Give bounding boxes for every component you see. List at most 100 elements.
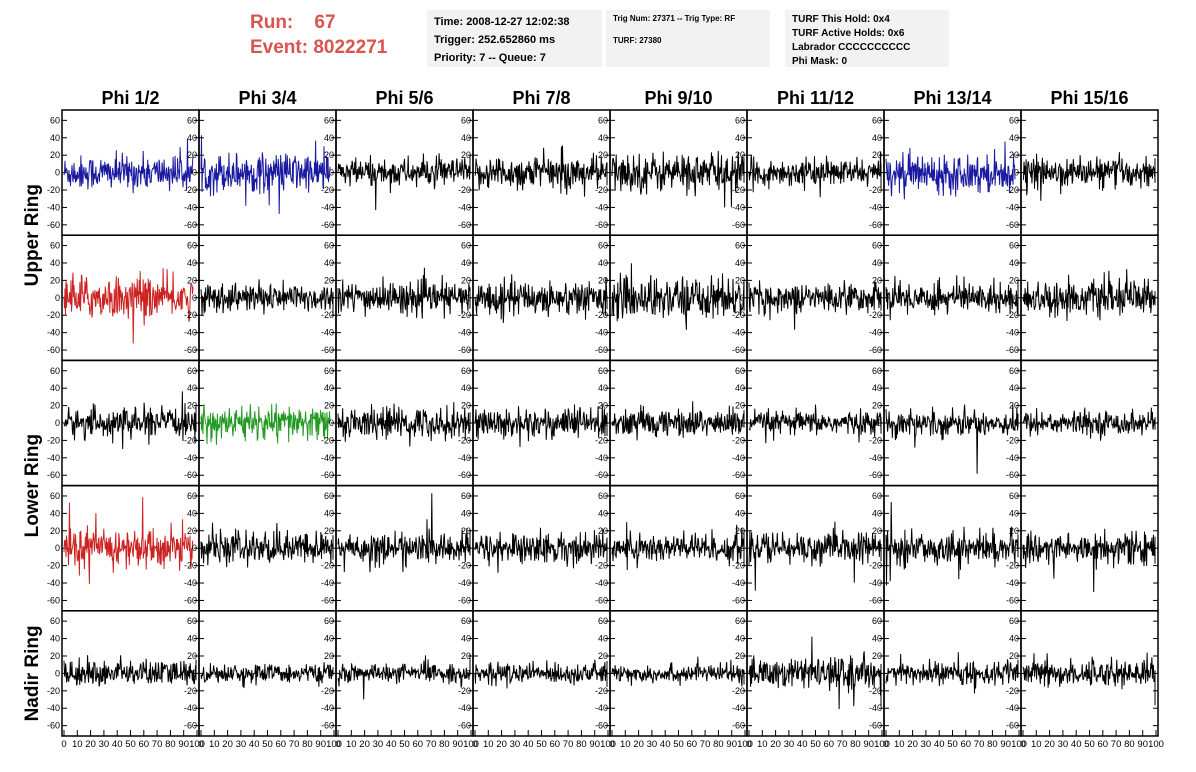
y-tick-label: 60 [461, 366, 471, 376]
y-tick-label: -20 [47, 435, 60, 445]
x-tick-label: 90 [315, 739, 326, 750]
y-tick-label: 20 [324, 150, 334, 160]
x-tick-label: 100 [1011, 739, 1027, 750]
x-tick-label: 70 [974, 739, 985, 750]
y-tick-label: -20 [321, 310, 334, 320]
y-tick-label: 60 [872, 241, 882, 251]
y-tick-label: -40 [184, 578, 197, 588]
y-tick-label: -60 [184, 595, 197, 605]
y-tick-label: 20 [735, 401, 745, 411]
y-tick-label: 20 [187, 150, 197, 160]
y-tick-label: 40 [324, 634, 334, 644]
y-tick-label: 40 [461, 133, 471, 143]
y-tick-label: -20 [869, 435, 882, 445]
y-tick-label: -40 [458, 202, 471, 212]
y-tick-label: -60 [458, 220, 471, 230]
panel-r1-c4: -60 -40 -20 0 20 40 60 [458, 109, 611, 236]
y-tick-label: -40 [869, 202, 882, 212]
y-tick-label: 0 [740, 418, 745, 428]
x-tick-label: 70 [426, 739, 437, 750]
x-tick-label: 100 [326, 739, 342, 750]
y-tick-label: 0 [603, 668, 608, 678]
run-label: Run: [250, 12, 294, 33]
y-tick-label: 40 [872, 133, 882, 143]
panel-r4-c8: -60 -40 -20 0 20 40 60 [1006, 484, 1159, 612]
y-tick-label: -20 [458, 310, 471, 320]
x-tick-label: 50 [1084, 739, 1095, 750]
y-tick-label: -20 [458, 686, 471, 696]
y-tick-label: -40 [1006, 202, 1019, 212]
y-tick-label: 0 [466, 668, 471, 678]
y-tick-label: 40 [187, 258, 197, 268]
waveform-trace [748, 636, 882, 710]
y-tick-label: -20 [184, 435, 197, 445]
y-tick-label: -60 [47, 595, 60, 605]
x-tick-label: 30 [784, 739, 795, 750]
y-tick-label: 40 [1009, 634, 1019, 644]
y-tick-label: -40 [869, 703, 882, 713]
y-tick-label: 0 [192, 168, 197, 178]
y-tick-label: 0 [1014, 668, 1019, 678]
x-tick-label: 20 [85, 739, 96, 750]
column-title-6: Phi 11/12 [777, 88, 854, 108]
waveform-trace [611, 522, 745, 571]
waveform-trace [63, 655, 197, 687]
y-tick-label: -60 [595, 721, 608, 731]
waveform-trace [885, 502, 1019, 586]
x-tick-label: 100 [874, 739, 890, 750]
y-tick-label: -20 [184, 185, 197, 195]
x-tick-label: 30 [647, 739, 658, 750]
x-tick-label: 80 [850, 739, 861, 750]
panel-r3-c5: -60 -40 -20 0 20 40 60 [595, 359, 748, 487]
y-tick-label: -60 [47, 345, 60, 355]
y-tick-label: -40 [321, 328, 334, 338]
y-tick-label: -40 [458, 578, 471, 588]
y-tick-label: 40 [598, 258, 608, 268]
y-tick-label: -60 [1006, 345, 1019, 355]
y-tick-label: 60 [872, 115, 882, 125]
y-tick-label: -40 [869, 578, 882, 588]
ring-label-lower-ring: Lower Ring [22, 434, 43, 537]
y-tick-label: -60 [47, 470, 60, 480]
y-tick-label: 40 [187, 634, 197, 644]
y-tick-label: 0 [740, 543, 745, 553]
y-tick-label: 20 [461, 150, 471, 160]
y-tick-label: 60 [187, 241, 197, 251]
y-tick-label: 60 [598, 115, 608, 125]
waveform-trace [1022, 652, 1156, 706]
y-tick-label: 60 [735, 241, 745, 251]
x-tick-label: 80 [713, 739, 724, 750]
x-tick-label: 40 [1071, 739, 1082, 750]
y-tick-label: -40 [595, 703, 608, 713]
x-tick-label: 90 [452, 739, 463, 750]
y-tick-label: 20 [50, 526, 60, 536]
x-tick-label: 90 [1137, 739, 1148, 750]
y-tick-label: 60 [50, 241, 60, 251]
y-tick-label: 60 [50, 616, 60, 626]
y-tick-label: -20 [732, 686, 745, 696]
x-tick-label: 80 [1124, 739, 1135, 750]
panel-r2-c2: -60 -40 -20 0 20 40 60 [184, 234, 337, 362]
turf-this-hold-text: TURF This Hold: 0x4 [792, 14, 890, 25]
x-tick-label: 40 [797, 739, 808, 750]
y-tick-label: 20 [872, 150, 882, 160]
y-tick-label: 60 [50, 366, 60, 376]
y-tick-label: -20 [321, 561, 334, 571]
waveform-trace [611, 263, 745, 330]
y-tick-label: 40 [461, 508, 471, 518]
y-tick-label: 60 [598, 616, 608, 626]
y-tick-label: 60 [1009, 366, 1019, 376]
x-tick-label: 30 [236, 739, 247, 750]
x-tick-label: 0 [472, 739, 477, 750]
x-tick-label: 0 [61, 739, 66, 750]
y-tick-label: -20 [184, 686, 197, 696]
y-tick-label: 20 [735, 651, 745, 661]
waveform-trace [63, 138, 194, 194]
y-tick-label: 20 [187, 651, 197, 661]
y-tick-label: 0 [1014, 293, 1019, 303]
y-tick-label: 0 [329, 168, 334, 178]
y-tick-label: -40 [595, 453, 608, 463]
waveform-trace [1022, 152, 1156, 201]
